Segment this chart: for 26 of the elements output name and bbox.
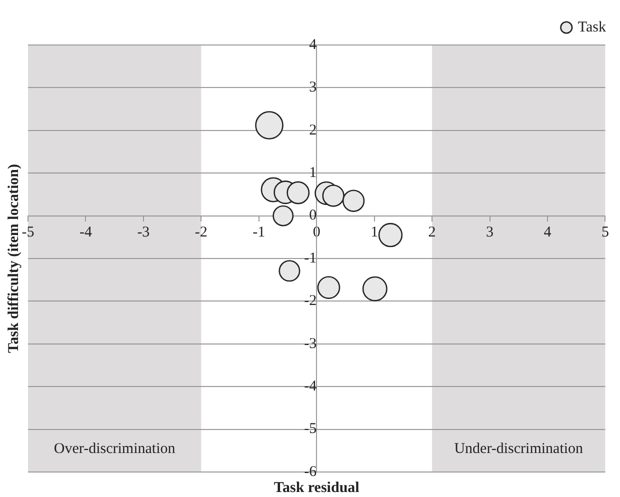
- y-tick-label: -2: [304, 293, 317, 310]
- y-tick-label: 2: [309, 122, 317, 138]
- y-axis-title: Task difficulty (item location): [6, 164, 22, 354]
- band-label: Over-discrimination: [54, 440, 176, 457]
- x-tick-label: 1: [370, 224, 378, 241]
- y-tick-label: 3: [309, 80, 317, 96]
- x-tick-label: -1: [252, 224, 266, 241]
- x-tick-label: 5: [601, 224, 609, 241]
- y-tick-label: 4: [309, 36, 318, 53]
- y-tick-label: -5: [304, 421, 317, 438]
- legend-label: Task: [578, 19, 606, 36]
- x-tick-label: -3: [137, 224, 150, 241]
- y-tick-label: -3: [304, 336, 317, 352]
- x-tick-label: 4: [544, 224, 552, 241]
- y-tick-label: 1: [309, 165, 317, 182]
- x-tick-label: 3: [486, 224, 494, 241]
- y-tick-label: -4: [304, 378, 318, 395]
- x-tick-label: -2: [194, 224, 208, 241]
- y-tick-label: 0: [309, 208, 317, 224]
- x-tick-label: 2: [428, 224, 436, 241]
- x-tick-label: -4: [79, 224, 92, 241]
- y-tick-label: -1: [304, 250, 317, 266]
- y-tick-label: -6: [304, 464, 318, 480]
- x-axis-title: Task residual: [274, 480, 360, 496]
- x-tick-label: -5: [22, 224, 34, 241]
- band-label: Under-discrimination: [454, 440, 584, 457]
